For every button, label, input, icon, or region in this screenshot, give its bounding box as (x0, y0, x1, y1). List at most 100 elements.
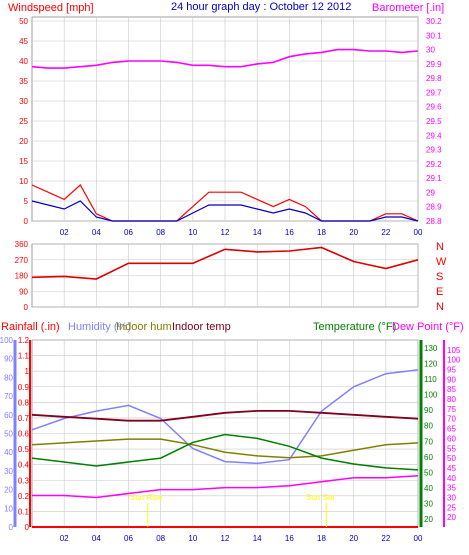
hour-tick-label: 14 (253, 534, 262, 543)
hour-tick-label: 00 (414, 534, 423, 543)
humidity-tick-label: 100 (0, 336, 14, 345)
humidity-axis-title: Humidity (%) (68, 321, 131, 333)
hour-tick-label: 22 (381, 228, 390, 237)
barometer-tick-label: 28.9 (426, 203, 442, 212)
rainfall-tick-label: 0.3 (18, 476, 30, 485)
humidity-tick-label: 10 (4, 504, 13, 513)
hour-tick-label: 04 (92, 534, 101, 543)
temperature-tick-label: 130 (424, 344, 438, 353)
hour-tick-label: 10 (188, 534, 197, 543)
rainfall-tick-label: 0.9 (18, 383, 30, 392)
hour-tick-label: 00 (414, 228, 423, 237)
hour-tick-label: 16 (285, 534, 294, 543)
compass-label: W (436, 256, 447, 268)
indoor-hum-legend: Indoor hum (116, 321, 172, 333)
humidity-line (31, 369, 419, 465)
temperature-tick-label: 120 (424, 359, 438, 368)
dewpoint-tick-label: 75 (447, 405, 456, 414)
temperature-tick-label: 80 (424, 422, 433, 431)
hour-tick-label: 08 (156, 534, 165, 543)
barometer-tick-label: 29.1 (426, 174, 442, 183)
direction-tick-label: 90 (19, 287, 28, 296)
rainfall-tick-label: 0.4 (18, 461, 30, 470)
dewpoint-tick-label: 30 (447, 493, 456, 502)
windspeed-tick-label: 45 (19, 37, 28, 46)
rainfall-tick-label: 0.8 (18, 398, 30, 407)
barometer-tick-label: 29.6 (426, 103, 442, 112)
dewpoint-tick-label: 80 (447, 395, 456, 404)
dewpoint-tick-label: 25 (447, 503, 456, 512)
temperature-tick-label: 90 (424, 406, 433, 415)
sunset-label: Sun Set (306, 493, 335, 502)
barometer-tick-label: 30.1 (426, 31, 442, 40)
hour-tick-label: 18 (317, 534, 326, 543)
indoor-hum-line (31, 438, 419, 459)
rainfall-tick-label: 0.1 (18, 507, 30, 516)
rainfall-tick-label: 1.2 (18, 336, 30, 345)
hour-tick-label: 20 (349, 228, 358, 237)
hour-tick-label: 02 (60, 228, 69, 237)
rainfall-tick-label: 1 (25, 367, 30, 376)
hour-tick-label: 06 (124, 534, 133, 543)
grid (31, 16, 419, 528)
windspeed-tick-label: 5 (24, 197, 29, 206)
barometer-tick-label: 29.8 (426, 74, 442, 83)
direction-tick-label: 180 (15, 272, 29, 281)
humidity-tick-label: 60 (4, 411, 13, 420)
temperature-line (31, 433, 419, 471)
dewpoint-tick-label: 40 (447, 474, 456, 483)
windspeed-tick-label: 50 (19, 17, 28, 26)
hour-tick-label: 14 (253, 228, 262, 237)
barometer-tick-label: 29.5 (426, 117, 442, 126)
dewpoint-tick-label: 60 (447, 434, 456, 443)
barometer-tick-label: 30 (426, 46, 435, 55)
barometer-line (31, 48, 419, 69)
hour-tick-label: 08 (156, 228, 165, 237)
dewpoint-tick-label: 70 (447, 415, 456, 424)
temperature-tick-label: 40 (424, 484, 433, 493)
barometer-tick-label: 29.4 (426, 131, 442, 140)
humidity-tick-label: 0 (9, 523, 14, 532)
barometer-tick-label: 30.2 (426, 17, 442, 26)
windspeed-tick-label: 40 (19, 57, 28, 66)
humidity-tick-label: 20 (4, 486, 13, 495)
dewpoint-tick-label: 85 (447, 385, 456, 394)
barometer-tick-label: 29.7 (426, 88, 442, 97)
windspeed-axis-title: Windspeed [mph] (8, 2, 94, 14)
dewpoint-tick-label: 50 (447, 454, 456, 463)
rainfall-tick-label: 0.5 (18, 445, 30, 454)
rainfall-tick-label: 1.1 (18, 352, 30, 361)
humidity-tick-label: 90 (4, 355, 13, 364)
compass-label: N (436, 241, 444, 253)
rainfall-tick-label: 0.7 (18, 414, 30, 423)
humidity-tick-label: 70 (4, 392, 13, 401)
direction-tick-label: 270 (15, 256, 29, 265)
rainfall-tick-label: 0 (25, 523, 30, 532)
dewpoint-tick-label: 35 (447, 484, 456, 493)
humidity-tick-label: 40 (4, 448, 13, 457)
temperature-tick-label: 70 (424, 437, 433, 446)
humidity-tick-label: 50 (4, 430, 13, 439)
rainfall-axis-title: Rainfall (.in) (1, 321, 60, 333)
temperature-tick-label: 20 (424, 515, 433, 524)
barometer-tick-label: 29 (426, 188, 435, 197)
compass-label: E (436, 286, 443, 298)
compass-label: N (436, 301, 444, 313)
barometer-tick-label: 29.9 (426, 60, 442, 69)
windspeed-tick-label: 35 (19, 77, 28, 86)
hour-tick-label: 22 (381, 534, 390, 543)
barometer-tick-label: 29.3 (426, 146, 442, 155)
direction-tick-label: 0 (24, 303, 29, 312)
dewpoint-tick-label: 20 (447, 513, 456, 522)
temperature-tick-label: 110 (424, 375, 437, 384)
chart-title: 24 hour graph day : October 12 2012 (171, 1, 351, 13)
barometer-tick-label: 28.8 (426, 217, 442, 226)
temperature-tick-label: 50 (424, 468, 433, 477)
humidity-tick-label: 30 (4, 467, 13, 476)
windspeed-tick-label: 10 (19, 177, 28, 186)
compass-label: S (436, 271, 443, 283)
barometer-axis-title: Barometer [.in] (372, 2, 444, 14)
hour-tick-label: 20 (349, 534, 358, 543)
